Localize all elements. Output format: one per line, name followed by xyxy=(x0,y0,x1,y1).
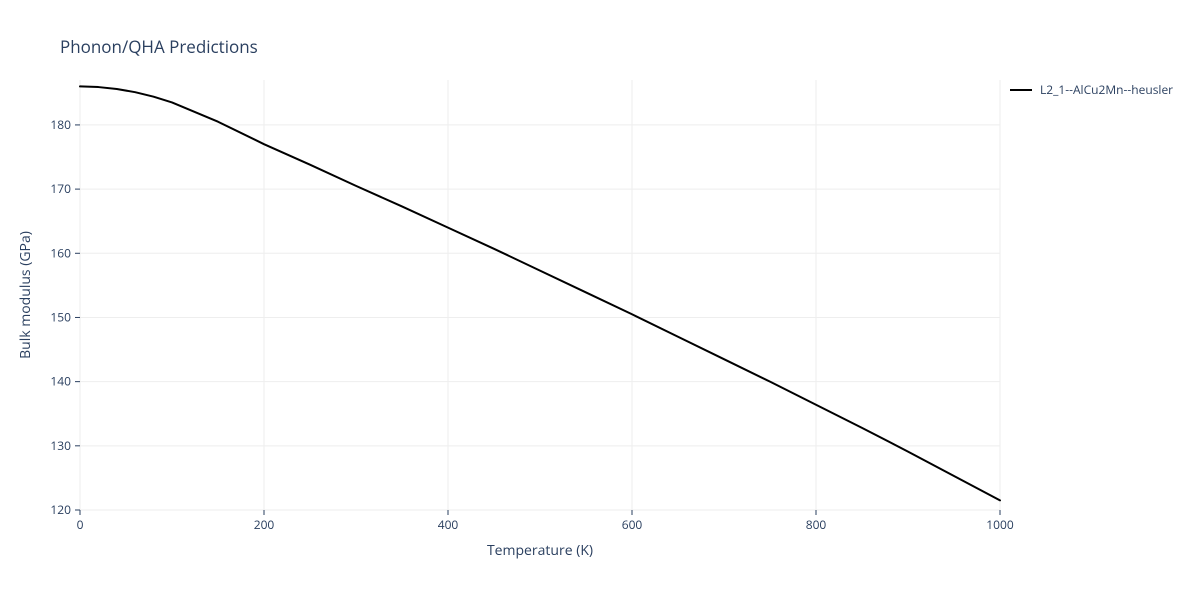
y-tick-label: 140 xyxy=(50,373,71,390)
x-tick-label: 0 xyxy=(77,516,84,533)
chart-svg[interactable]: 0 200 400 600 800 1000 120 130 140 150 160 170 180 Te… xyxy=(0,0,1200,600)
x-tick-label: 800 xyxy=(806,516,827,533)
x-tick-label: 1000 xyxy=(986,516,1014,533)
y-tick-label: 170 xyxy=(50,180,71,197)
x-tick-label: 200 xyxy=(254,516,275,533)
legend-label[interactable]: L2_1--AlCu2Mn--heusler xyxy=(1040,81,1173,98)
page: Phonon/QHA Predictions 02004006008001000… xyxy=(0,0,1200,600)
y-axis-label: Bulk modulus (GPa) xyxy=(16,231,35,359)
x-axis-label: Temperature (K) xyxy=(487,541,593,560)
y-tick-label: 130 xyxy=(50,437,71,454)
chart-container: 0 200 400 600 800 1000 120 130 140 150 160 170 180 Te… xyxy=(0,0,1200,600)
x-tick-label: 600 xyxy=(622,516,643,533)
x-tick-label: 400 xyxy=(438,516,459,533)
y-tick-label: 120 xyxy=(50,501,71,518)
y-tick-label: 160 xyxy=(50,244,71,261)
y-tick-label: 180 xyxy=(50,116,71,133)
y-tick-label: 150 xyxy=(50,308,71,325)
